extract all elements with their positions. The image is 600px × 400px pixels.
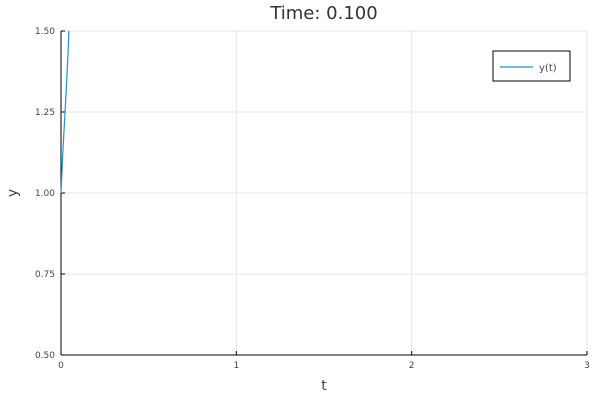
x-axis-label: t: [321, 378, 327, 394]
y-tick-label: 0.50: [35, 351, 55, 361]
x-tick-label: 2: [409, 361, 415, 371]
y-tick-label: 1.50: [35, 27, 55, 37]
y-tick-label: 1.00: [35, 189, 55, 199]
y-tick-label: 1.25: [35, 108, 55, 118]
series-line-y-t: [60, 30, 70, 194]
series-layer: [60, 30, 70, 194]
ticks: 0 1 2 3 0.50 0.75 1.00 1.25 1.50: [35, 27, 590, 371]
legend-label: y(t): [539, 63, 557, 74]
chart-title: Time: 0.100: [269, 3, 377, 24]
legend-box: [492, 50, 571, 82]
legend: y(t): [492, 50, 571, 82]
x-tick-label: 0: [58, 361, 64, 371]
y-axis-label: y: [5, 189, 21, 197]
x-tick-label: 1: [233, 361, 239, 371]
x-tick-label: 3: [584, 361, 590, 371]
y-tick-label: 0.75: [35, 270, 55, 280]
